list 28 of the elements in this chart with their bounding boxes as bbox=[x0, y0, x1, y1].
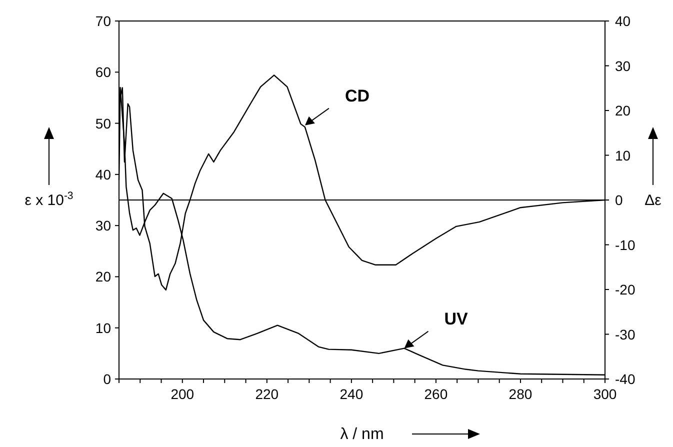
y-tick-label: 70 bbox=[95, 13, 112, 29]
x-tick-label: 200 bbox=[170, 386, 194, 402]
y2-axis-title: Δε bbox=[644, 192, 662, 209]
y2-tick-label: 10 bbox=[615, 147, 631, 164]
y2-tick-label: 20 bbox=[615, 102, 631, 118]
y2-tick-label: 0 bbox=[615, 192, 623, 208]
y-tick-label: 60 bbox=[95, 64, 112, 80]
annotation: CD bbox=[344, 86, 370, 106]
y-tick-label: 40 bbox=[95, 166, 112, 182]
y2-tick-label: 30 bbox=[615, 58, 631, 74]
y-tick-label: 30 bbox=[95, 218, 112, 234]
y-tick-label: 0 bbox=[103, 371, 112, 387]
y-tick-label: 20 bbox=[95, 268, 112, 285]
y-tick-label: 10 bbox=[95, 320, 112, 336]
x-tick-label: 220 bbox=[255, 386, 279, 402]
annotation: UV bbox=[444, 309, 469, 328]
x-tick-label: 280 bbox=[508, 386, 532, 402]
y2-tick-label: -30 bbox=[615, 326, 636, 342]
y2-tick-label: -10 bbox=[615, 236, 636, 253]
y2-tick-label: -20 bbox=[615, 282, 636, 298]
y2-tick-label: -40 bbox=[615, 371, 636, 387]
y-tick-label: 50 bbox=[95, 115, 112, 132]
y2-tick-label: 40 bbox=[615, 13, 631, 29]
x-tick-label: 260 bbox=[424, 386, 448, 402]
y-axis-title: ε x 10$^{-3}$ bbox=[24, 190, 74, 209]
x-axis-title: λ / nm bbox=[340, 426, 384, 443]
x-tick-label: 300 bbox=[593, 386, 617, 402]
x-tick-label: 240 bbox=[340, 386, 364, 402]
